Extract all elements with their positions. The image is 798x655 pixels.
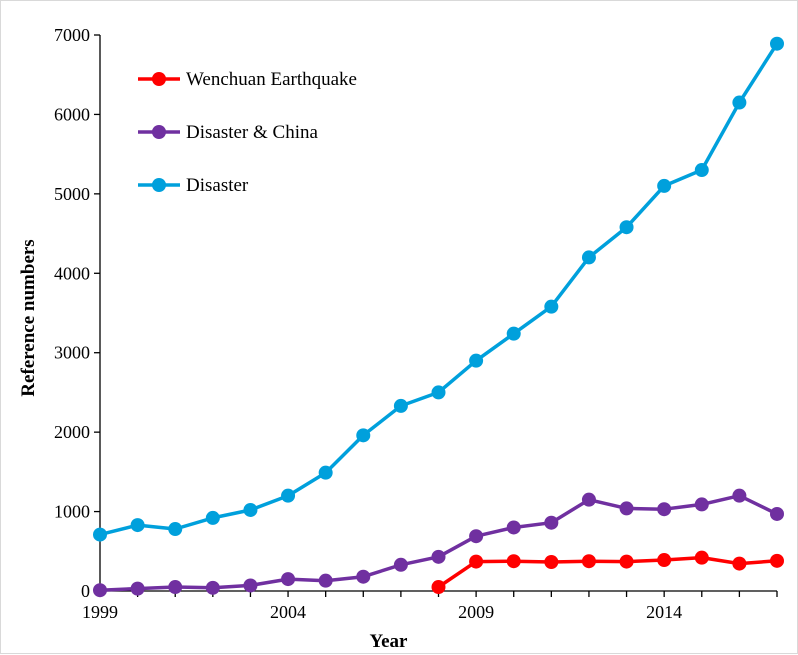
data-point — [694, 497, 709, 512]
data-point — [581, 250, 596, 265]
legend-label: Disaster — [186, 175, 249, 196]
data-point — [205, 510, 220, 525]
data-point — [544, 515, 559, 530]
data-point — [431, 385, 446, 400]
data-point — [281, 488, 296, 503]
data-point — [130, 518, 145, 533]
x-axis-title: Year — [370, 631, 409, 652]
data-point — [469, 353, 484, 368]
data-point — [770, 553, 784, 568]
data-point — [243, 578, 258, 593]
series-wenchuan-earthquake — [431, 550, 784, 595]
data-point — [93, 527, 107, 542]
data-point — [506, 520, 521, 535]
data-point — [243, 502, 258, 517]
series-disaster-china — [93, 488, 784, 598]
legend-swatch-marker — [152, 125, 166, 139]
y-tick-label: 2000 — [54, 422, 90, 442]
data-point — [581, 492, 596, 507]
x-tick-label: 2014 — [646, 602, 682, 622]
data-point — [544, 299, 559, 314]
series-disaster — [93, 36, 784, 542]
legend-swatch-marker — [152, 178, 166, 192]
y-axis-title: Reference numbers — [18, 239, 39, 396]
data-point — [657, 502, 672, 517]
series-line — [99, 493, 778, 592]
data-point — [619, 220, 634, 235]
data-point — [469, 529, 484, 544]
data-point — [694, 550, 709, 565]
x-tick-label: 1999 — [82, 602, 118, 622]
legend-label: Wenchuan Earthquake — [186, 69, 357, 90]
data-point — [431, 580, 446, 595]
series-layer — [93, 36, 784, 598]
y-tick-label: 1000 — [54, 502, 90, 522]
data-point — [356, 428, 371, 443]
data-point — [506, 326, 521, 341]
data-point — [581, 554, 596, 569]
series-line — [99, 42, 779, 537]
data-point — [732, 488, 747, 503]
legend-item: Disaster — [138, 175, 249, 196]
data-point — [318, 573, 333, 588]
data-point — [732, 95, 747, 110]
data-point — [619, 554, 634, 569]
data-point — [168, 522, 183, 537]
data-point — [506, 554, 521, 569]
legend-swatch-marker — [152, 72, 166, 86]
data-point — [619, 501, 634, 516]
data-point — [694, 163, 709, 178]
data-point — [657, 553, 672, 568]
data-point — [281, 572, 296, 587]
data-point — [356, 569, 371, 584]
data-point — [544, 555, 559, 570]
data-point — [469, 554, 484, 569]
data-point — [393, 398, 408, 413]
data-point — [732, 556, 747, 571]
data-point — [205, 580, 220, 595]
y-tick-label: 5000 — [54, 184, 90, 204]
legend-item: Disaster & China — [138, 122, 318, 143]
y-tick-label: 3000 — [54, 343, 90, 363]
y-tick-label: 6000 — [54, 104, 90, 124]
x-tick-label: 2004 — [270, 602, 306, 622]
data-point — [770, 36, 784, 51]
ticks: 0 1000 2000 3000 4000 5000 6000 7000 1999 2004 200… — [54, 25, 778, 622]
series-line — [437, 555, 778, 589]
data-point — [93, 583, 107, 598]
data-point — [770, 506, 784, 521]
y-tick-label: 7000 — [54, 25, 90, 45]
legend: Wenchuan Earthquake Disaster & China Disas… — [138, 69, 357, 196]
data-point — [393, 557, 408, 572]
legend-label: Disaster & China — [186, 122, 318, 143]
data-point — [657, 178, 672, 193]
legend-item: Wenchuan Earthquake — [138, 69, 357, 90]
y-tick-label: 4000 — [54, 263, 90, 283]
data-point — [431, 549, 446, 564]
data-point — [318, 465, 333, 480]
y-tick-label: 0 — [81, 581, 90, 601]
x-tick-label: 2009 — [458, 602, 494, 622]
data-point — [168, 580, 183, 595]
data-point — [130, 581, 145, 596]
